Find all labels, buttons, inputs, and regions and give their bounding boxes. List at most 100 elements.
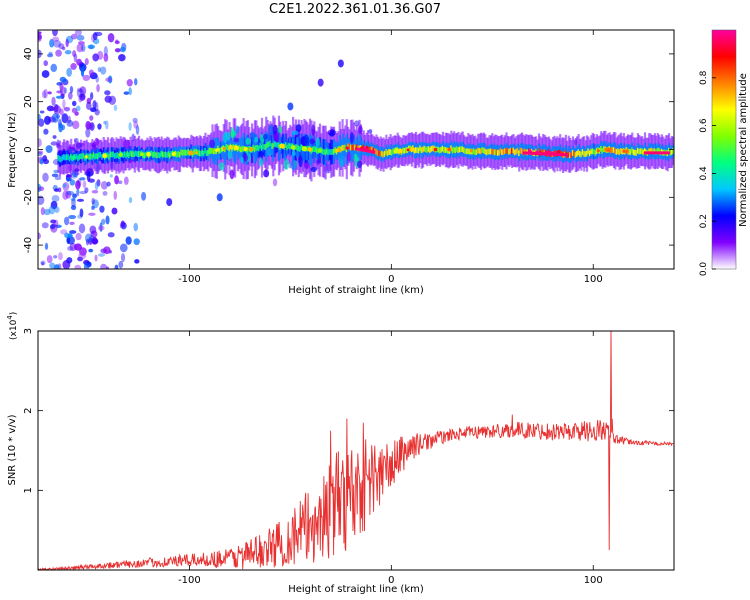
spectrogram-band-core: [477, 147, 480, 154]
spectrogram-band-core: [669, 150, 672, 156]
spectrogram-noise-speck: [65, 190, 72, 199]
spectrogram-band-core: [508, 148, 511, 155]
snr-x-tick-label: -100: [178, 575, 201, 586]
spectrogram-band-core: [461, 146, 464, 153]
spectrogram-band-core: [125, 152, 128, 159]
spectrogram-band-core: [57, 155, 60, 161]
spectrogram-band-core: [618, 149, 621, 156]
spectrogram-noise-speck: [101, 218, 106, 225]
spectrogram-band-core: [489, 148, 493, 155]
spectrogram-band-core: [123, 151, 127, 157]
spectrogram-noise-speck: [56, 114, 61, 119]
spectrogram-band-core: [186, 150, 189, 156]
spectrogram-noise-speck: [85, 127, 91, 138]
spectrogram-band-core: [584, 151, 587, 157]
spectrogram-band-core: [324, 149, 327, 156]
spectrogram-noise-speck: [72, 193, 77, 199]
spectrogram-band-core: [540, 149, 543, 156]
spectrogram-feature-blob: [166, 198, 173, 207]
spectrogram-noise-speck: [70, 33, 78, 40]
spectrogram-turbulence-speck: [254, 136, 259, 143]
snr-y-tick-label: 1: [23, 487, 34, 493]
spectrogram-band-core: [286, 144, 289, 151]
spectrogram-band-core: [468, 148, 471, 155]
spectrogram-band-core: [205, 150, 208, 157]
spectrogram-band-core: [109, 151, 112, 158]
spectrogram-band-core: [554, 149, 558, 156]
spectrogram-noise-speck: [88, 178, 95, 183]
spectrogram-noise-speck: [88, 237, 93, 245]
spectrogram-band-core: [214, 148, 217, 155]
spectrogram-band-core: [184, 149, 187, 156]
spectrogram-band-core: [269, 140, 272, 147]
spectrogram-turbulence-speck: [338, 154, 346, 167]
spectrogram-band-core: [504, 148, 507, 155]
spectrogram-band-core: [376, 150, 380, 157]
spectrogram-noise-speck: [133, 120, 139, 129]
spectrogram-noise-speck: [72, 50, 77, 58]
spectrogram-band-core: [78, 153, 81, 160]
spectrogram-noise-speck: [67, 246, 74, 251]
spectrogram-noise-speck: [58, 122, 63, 133]
spectrogram-band-core: [299, 146, 302, 152]
spectrogram-band-core: [156, 152, 159, 159]
spectrogram-noise-speck: [84, 187, 89, 194]
spectrogram-core-dot: [596, 149, 600, 153]
spectrogram-band-core: [658, 147, 661, 154]
spectrogram-noise-speck: [100, 66, 107, 75]
spectrogram-band-core: [520, 148, 524, 154]
spectrogram-band-core: [458, 146, 461, 153]
colorbar: 0.0 0.2 0.4 0.6 0.8 Normalized spectral ampl…: [699, 29, 749, 276]
spectrogram-band-core: [272, 143, 275, 149]
spectrogram-band-core: [498, 149, 501, 156]
spectrogram-band-core: [413, 147, 416, 154]
spectrogram-band-core: [615, 149, 618, 155]
spectrogram-noise-speck: [46, 255, 53, 264]
spectrogram-noise-speck: [104, 90, 111, 96]
spectrogram-noise-speck: [111, 207, 118, 215]
spectrogram-turbulence-speck: [274, 133, 280, 143]
spectrogram-peak-ridge: [354, 147, 376, 154]
spectrogram-noise-speck: [133, 78, 138, 86]
spectrogram-band-core: [75, 153, 78, 160]
snr-y-ticks: 1 2 3: [23, 328, 674, 494]
spectrogram-band-core: [454, 147, 457, 154]
spectrogram-band-core: [161, 151, 165, 158]
spectrogram-noise-speck: [71, 107, 78, 114]
spectrogram-band-core: [94, 153, 97, 160]
spectrogram-band-core: [154, 152, 158, 159]
spectrogram-band-core: [187, 148, 190, 155]
snr-plot-area: [38, 331, 674, 570]
spectrogram-noise-speck: [66, 119, 74, 127]
spectrogram-noise-speck: [65, 174, 72, 178]
spectrogram-band-core: [164, 151, 168, 158]
spectrogram-core-dot: [140, 152, 144, 157]
spectrogram-band-core: [487, 148, 490, 155]
spectrogram-band-core: [277, 142, 281, 149]
spectrogram-x-tick-label: 0: [388, 274, 394, 285]
spectrogram-band-core: [619, 148, 623, 154]
spectrogram-noise-speck: [51, 173, 59, 178]
spectrogram-noise-speck: [66, 190, 75, 196]
spectrogram-noise-speck: [63, 106, 71, 112]
spectrogram-band-core: [260, 144, 264, 151]
spectrogram-core-dot: [171, 151, 176, 157]
spectrogram-band-core: [472, 148, 476, 154]
spectrogram-band-core: [211, 147, 214, 154]
spectrogram-band-core: [564, 150, 567, 157]
spectrogram-band-core: [180, 149, 183, 156]
spectrogram-noise-speck: [123, 91, 130, 95]
spectrogram-noise-speck: [128, 87, 132, 96]
spectrogram-band-core: [321, 148, 324, 155]
spectrogram-band-core: [485, 149, 488, 156]
spectrogram-band-core: [403, 147, 406, 154]
spectrogram-band-core: [115, 152, 118, 159]
spectrogram-band-core: [482, 147, 486, 154]
spectrogram-band-core: [587, 148, 590, 155]
spectrogram-noise-speck: [88, 69, 94, 76]
spectrogram-band-core: [355, 144, 358, 150]
spectrogram-noise-speck: [100, 263, 107, 269]
spectrogram-band-core: [232, 144, 235, 150]
spectrogram-noise-speck: [40, 207, 45, 216]
spectrogram-noise-speck: [91, 190, 99, 194]
